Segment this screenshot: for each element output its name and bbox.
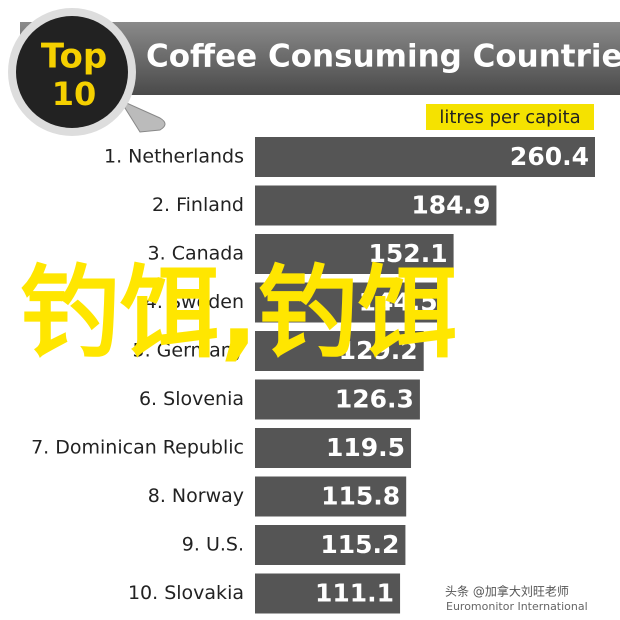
category-label: 4. Sweden	[145, 291, 244, 313]
category-label: 8. Norway	[148, 485, 244, 507]
watermark: 钓饵,钓饵	[20, 254, 458, 371]
bars: 1. Netherlands 260.4 2. Finland 184.9 3. Can…	[31, 137, 595, 614]
chart-title: Coffee Consuming Countries	[146, 39, 620, 75]
bar	[255, 525, 406, 565]
bar	[255, 331, 424, 371]
category-label: 2. Finland	[152, 194, 244, 216]
value-label: 144.5	[359, 288, 438, 317]
category-label: 7. Dominican Republic	[31, 437, 244, 459]
category-label: 1. Netherlands	[104, 146, 244, 168]
category-label: 5. Germany	[133, 340, 245, 362]
unit-label: litres per capita	[439, 107, 580, 128]
value-label: 129.2	[339, 336, 418, 365]
category-label: 10. Slovakia	[128, 582, 244, 604]
category-label: 6. Slovenia	[139, 388, 244, 410]
bar	[255, 234, 454, 274]
credit: 头条 @加拿大刘旺老师	[445, 584, 569, 599]
value-label: 111.1	[315, 579, 394, 608]
logo-circle	[16, 16, 128, 128]
source: Euromonitor International	[446, 600, 588, 613]
value-label: 119.5	[326, 433, 405, 462]
value-label: 115.2	[320, 530, 399, 559]
value-label: 184.9	[411, 191, 490, 220]
category-label: 3. Canada	[148, 243, 244, 265]
logo-number: 10	[52, 75, 97, 113]
value-label: 260.4	[510, 142, 589, 171]
unit-label-bg	[426, 104, 594, 130]
value-label: 126.3	[335, 385, 414, 414]
value-label: 152.1	[369, 239, 448, 268]
bar	[255, 185, 497, 226]
bar	[255, 573, 401, 614]
bar	[255, 137, 595, 177]
bar	[255, 379, 420, 420]
category-label: 9. U.S.	[182, 534, 244, 556]
value-label: 115.8	[321, 482, 400, 511]
bar	[255, 282, 444, 323]
bar	[255, 428, 412, 468]
logo-top: Top	[41, 37, 107, 77]
cup-handle	[118, 98, 166, 133]
bar	[255, 476, 407, 517]
